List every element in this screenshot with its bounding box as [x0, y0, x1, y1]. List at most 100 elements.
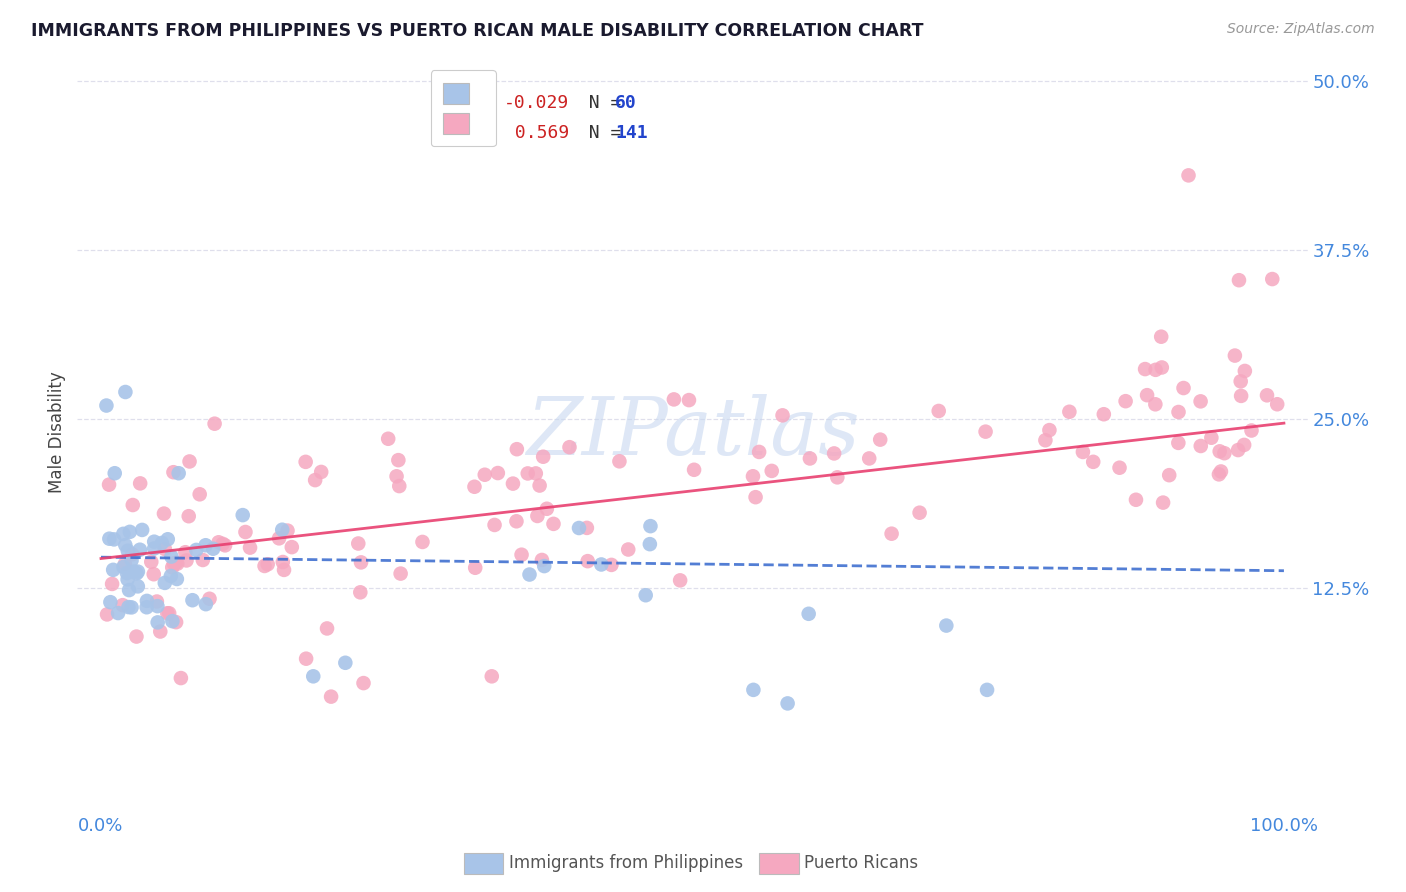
Point — [115, 566, 138, 580]
Point — [162, 614, 184, 628]
Text: 60: 60 — [614, 94, 637, 112]
Point — [772, 409, 794, 423]
Point — [1035, 434, 1057, 448]
Point — [531, 450, 554, 464]
Point — [1227, 273, 1250, 287]
Point — [162, 560, 184, 574]
Point — [121, 547, 143, 561]
Point — [253, 558, 276, 573]
Point — [1265, 397, 1288, 411]
Point — [129, 542, 152, 557]
Point — [742, 469, 765, 483]
Point — [156, 607, 179, 621]
Point — [111, 598, 134, 612]
Text: ZIPatlas: ZIPatlas — [526, 394, 859, 471]
Point — [662, 392, 685, 407]
Point — [100, 595, 122, 609]
Point — [827, 470, 849, 484]
Point — [510, 548, 533, 562]
Point — [153, 575, 176, 590]
Point — [165, 615, 187, 629]
Point — [576, 554, 599, 568]
Point — [529, 478, 551, 492]
Point — [174, 545, 197, 559]
Point — [304, 473, 326, 487]
Point — [617, 542, 640, 557]
Point — [530, 553, 553, 567]
Point — [869, 433, 891, 447]
Point — [162, 465, 184, 479]
Point — [350, 555, 373, 569]
Point — [502, 476, 524, 491]
Point — [146, 594, 169, 608]
Point — [1177, 169, 1199, 183]
Point — [1213, 446, 1236, 460]
Point — [1189, 394, 1212, 409]
Point — [335, 656, 357, 670]
Text: N =: N = — [567, 94, 633, 112]
Point — [1233, 364, 1256, 378]
Point — [149, 624, 172, 639]
Point — [761, 464, 783, 478]
Point — [1201, 431, 1223, 445]
Point — [799, 451, 821, 466]
Point — [524, 467, 547, 481]
Point — [505, 514, 527, 528]
Text: R =: R = — [465, 94, 509, 112]
Point — [1240, 424, 1263, 438]
Point — [176, 553, 198, 567]
Point — [281, 540, 304, 554]
Point — [135, 594, 157, 608]
Legend: , : , — [430, 70, 496, 146]
Point — [121, 498, 143, 512]
Text: R =: R = — [465, 124, 509, 142]
Point — [1230, 389, 1253, 403]
Point — [127, 565, 149, 579]
Point — [150, 536, 173, 550]
Point — [101, 577, 124, 591]
Point — [319, 690, 342, 704]
Point — [389, 566, 412, 581]
Point — [153, 541, 176, 556]
Point — [591, 558, 613, 572]
Point — [96, 607, 118, 622]
Point — [177, 509, 200, 524]
Point — [156, 533, 179, 547]
Point — [256, 558, 278, 572]
Point — [235, 524, 257, 539]
Point — [146, 615, 169, 630]
Point — [1159, 468, 1181, 483]
Point — [1136, 388, 1159, 402]
Point — [232, 508, 254, 522]
Point — [121, 553, 143, 567]
Point — [1256, 388, 1278, 402]
Point — [411, 535, 433, 549]
Point — [160, 569, 183, 583]
Point — [1227, 443, 1250, 458]
Point — [506, 442, 529, 457]
Point — [1071, 445, 1094, 459]
Point — [1223, 349, 1246, 363]
Point — [1189, 439, 1212, 453]
Point — [823, 446, 845, 460]
Point — [143, 541, 166, 556]
Point — [127, 579, 149, 593]
Point — [146, 599, 169, 614]
Point — [533, 559, 555, 574]
Point — [349, 585, 371, 599]
Point — [118, 524, 141, 539]
Point — [239, 541, 262, 555]
Point — [211, 537, 233, 551]
Point — [1092, 407, 1115, 421]
Y-axis label: Male Disability: Male Disability — [48, 372, 66, 493]
Point — [744, 490, 766, 504]
Point — [474, 467, 496, 482]
Point — [609, 454, 631, 468]
Point — [143, 534, 166, 549]
Text: N =: N = — [567, 124, 633, 142]
Point — [207, 535, 229, 549]
Point — [880, 526, 903, 541]
Point — [98, 477, 121, 491]
Point — [191, 553, 214, 567]
Point — [748, 445, 770, 459]
